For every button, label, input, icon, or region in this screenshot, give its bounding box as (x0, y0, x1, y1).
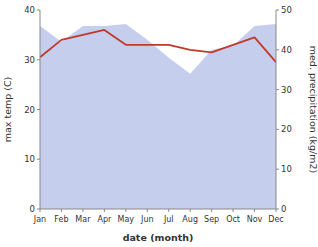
x-tick (211, 209, 212, 212)
x-tick (168, 209, 169, 212)
y-tick-label: 0 (30, 204, 35, 214)
y2-tick-label: 50 (281, 5, 292, 15)
x-tick (276, 209, 277, 212)
temp-line (40, 30, 276, 62)
y2-axis-line (276, 10, 277, 209)
x-tick (104, 209, 105, 212)
chart-svg: 0 10 20 30 40 0 10 20 30 40 50 Jan Feb Mar Apr May Jun Ju… (0, 0, 318, 247)
chart-container: 0 10 20 30 40 0 10 20 30 40 50 Jan Feb Mar Apr May Jun Ju… (0, 0, 318, 247)
x-tick-label: Dec (268, 215, 283, 224)
y2-tick-label: 40 (281, 45, 292, 55)
x-tick-label: Nov (247, 215, 263, 224)
x-tick-label: May (118, 215, 135, 224)
x-tick (147, 209, 148, 212)
x-tick-label: Mar (75, 215, 91, 224)
x-tick (61, 209, 62, 212)
y2-tick (276, 10, 279, 11)
y2-tick-label: 20 (281, 124, 292, 134)
y-tick-label: 20 (24, 105, 35, 115)
x-tick-label: Jun (140, 215, 154, 224)
x-axis-line (40, 209, 276, 210)
y-tick (37, 159, 40, 160)
y-axis-label: max temp (C) (2, 77, 13, 143)
x-tick-label: Aug (182, 215, 198, 224)
y2-tick-label: 30 (281, 85, 292, 95)
y2-tick (276, 89, 279, 90)
x-tick (125, 209, 126, 212)
y-tick (37, 59, 40, 60)
y2-tick (276, 169, 279, 170)
x-tick (82, 209, 83, 212)
x-tick-label: Jul (163, 215, 174, 224)
y-tick-label: 40 (24, 5, 35, 15)
x-tick (40, 209, 41, 212)
y2-tick (276, 129, 279, 130)
y2-tick (276, 49, 279, 50)
x-tick-label: Apr (97, 215, 112, 224)
y-tick-label: 30 (24, 55, 35, 65)
x-tick (254, 209, 255, 212)
x-tick-label: Sep (204, 215, 219, 224)
x-tick (190, 209, 191, 212)
x-tick (233, 209, 234, 212)
x-tick-label: Feb (54, 215, 68, 224)
y2-tick-label: 10 (281, 164, 292, 174)
y-tick-label: 10 (24, 154, 35, 164)
x-tick-label: Oct (226, 215, 240, 224)
plot-area (40, 24, 276, 209)
y-tick (37, 109, 40, 110)
precip-area (40, 24, 276, 209)
y2-axis-label: med. precipitation (kg/m2) (308, 46, 318, 173)
y-tick (37, 10, 40, 11)
x-tick-label: Jan (33, 215, 46, 224)
y2-tick-label: 0 (281, 204, 286, 214)
x-axis-label: date (month) (123, 232, 194, 243)
